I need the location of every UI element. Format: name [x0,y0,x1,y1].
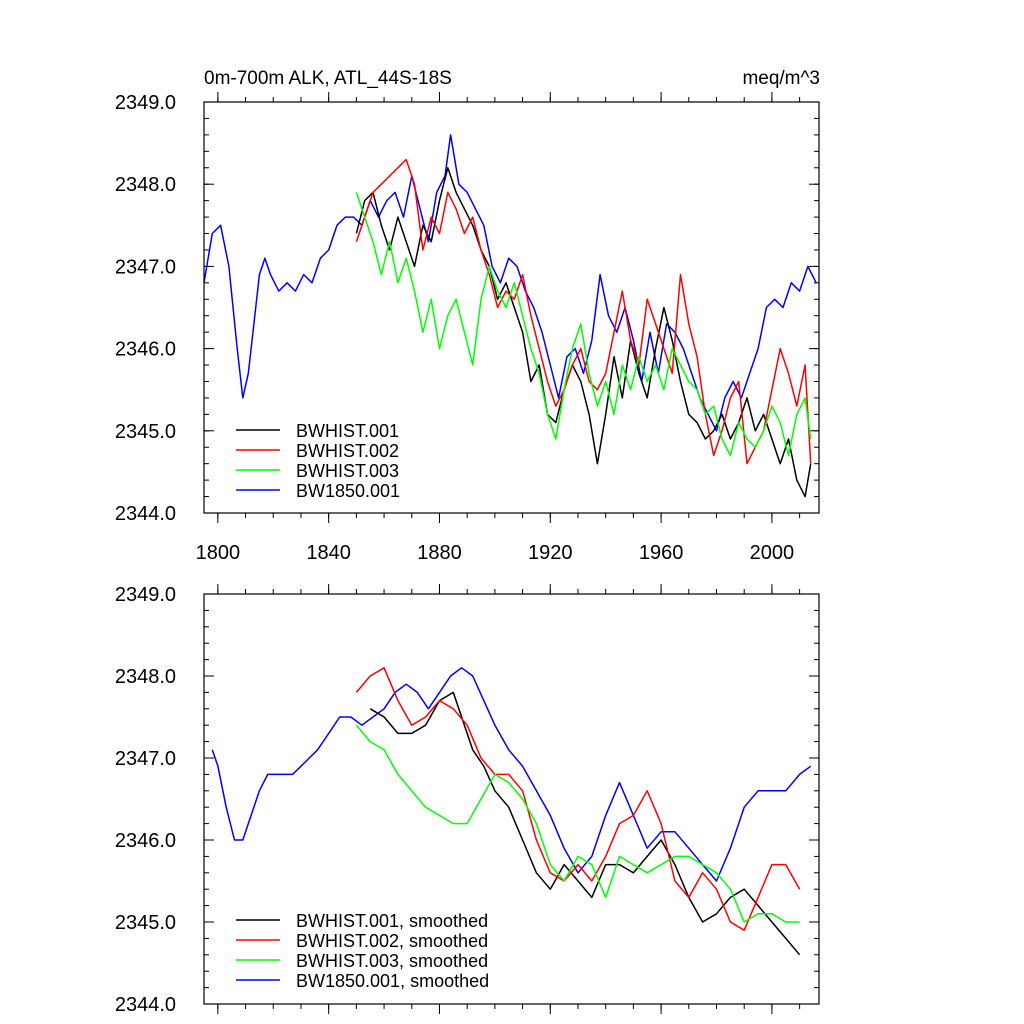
bottom-plot-frame [203,593,820,1005]
y-tick-label: 2348.0 [115,666,176,688]
top-plot-frame [203,101,820,514]
y-tick-label: 2345.0 [115,912,176,934]
legend-label: BWHIST.002 [296,441,399,461]
y-tick-label: 2349.0 [115,92,176,114]
x-tick-label: 1880 [417,542,462,564]
legend-label: BW1850.001 [296,481,400,501]
top-series-lines [203,134,817,498]
series-line-bwhist-003 [355,192,812,457]
legend-label: BW1850.001, smoothed [296,971,489,991]
series-line-bwhist-002 [355,158,812,465]
x-tick-label: 1840 [306,542,351,564]
y-tick-label: 2345.0 [115,421,176,443]
series-line-bwhist-001-smoothed [369,691,801,956]
x-tick-label: 1800 [196,542,241,564]
series-line-bw1850-001-smoothed [211,667,812,882]
series-line-bwhist-002-smoothed [355,667,801,931]
legend-label: BWHIST.001 [296,421,399,441]
y-tick-label: 2348.0 [115,174,176,196]
x-tick-label: 1920 [528,542,573,564]
top-panel: 0m-700m ALK, ATL_44S-18S meq/m^3 2344.02… [115,68,820,564]
bottom-panel: 2344.0 2345.0 2346.0 2347.0 2348.0 2349.0 BWH… [115,584,820,1016]
panel-title: 0m-700m ALK, ATL_44S-18S [204,68,452,89]
legend-label: BWHIST.003, smoothed [296,951,488,971]
y-tick-label: 2347.0 [115,256,176,278]
top-y-tick-labels: 2344.0 2345.0 2346.0 2347.0 2348.0 2349.0 [115,92,176,525]
panel-units: meq/m^3 [742,68,820,89]
y-tick-label: 2349.0 [115,584,176,606]
series-line-bwhist-003-smoothed [355,724,800,923]
legend-label: BWHIST.003 [296,461,399,481]
y-tick-label: 2344.0 [115,994,176,1016]
top-x-tick-labels: 1800 1840 1880 1920 1960 2000 [196,542,795,564]
legend-label: BWHIST.002, smoothed [296,931,488,951]
bottom-series-lines [211,667,812,956]
y-tick-label: 2346.0 [115,830,176,852]
series-line-bw1850-001 [203,134,817,432]
bottom-y-tick-labels: 2344.0 2345.0 2346.0 2347.0 2348.0 2349.0 [115,584,176,1016]
y-tick-label: 2346.0 [115,339,176,361]
series-line-bwhist-001 [355,167,812,498]
y-tick-label: 2347.0 [115,748,176,770]
x-tick-label: 1960 [639,542,684,564]
legend-label: BWHIST.001, smoothed [296,911,488,931]
y-tick-label: 2344.0 [115,503,176,525]
x-tick-label: 2000 [750,542,795,564]
